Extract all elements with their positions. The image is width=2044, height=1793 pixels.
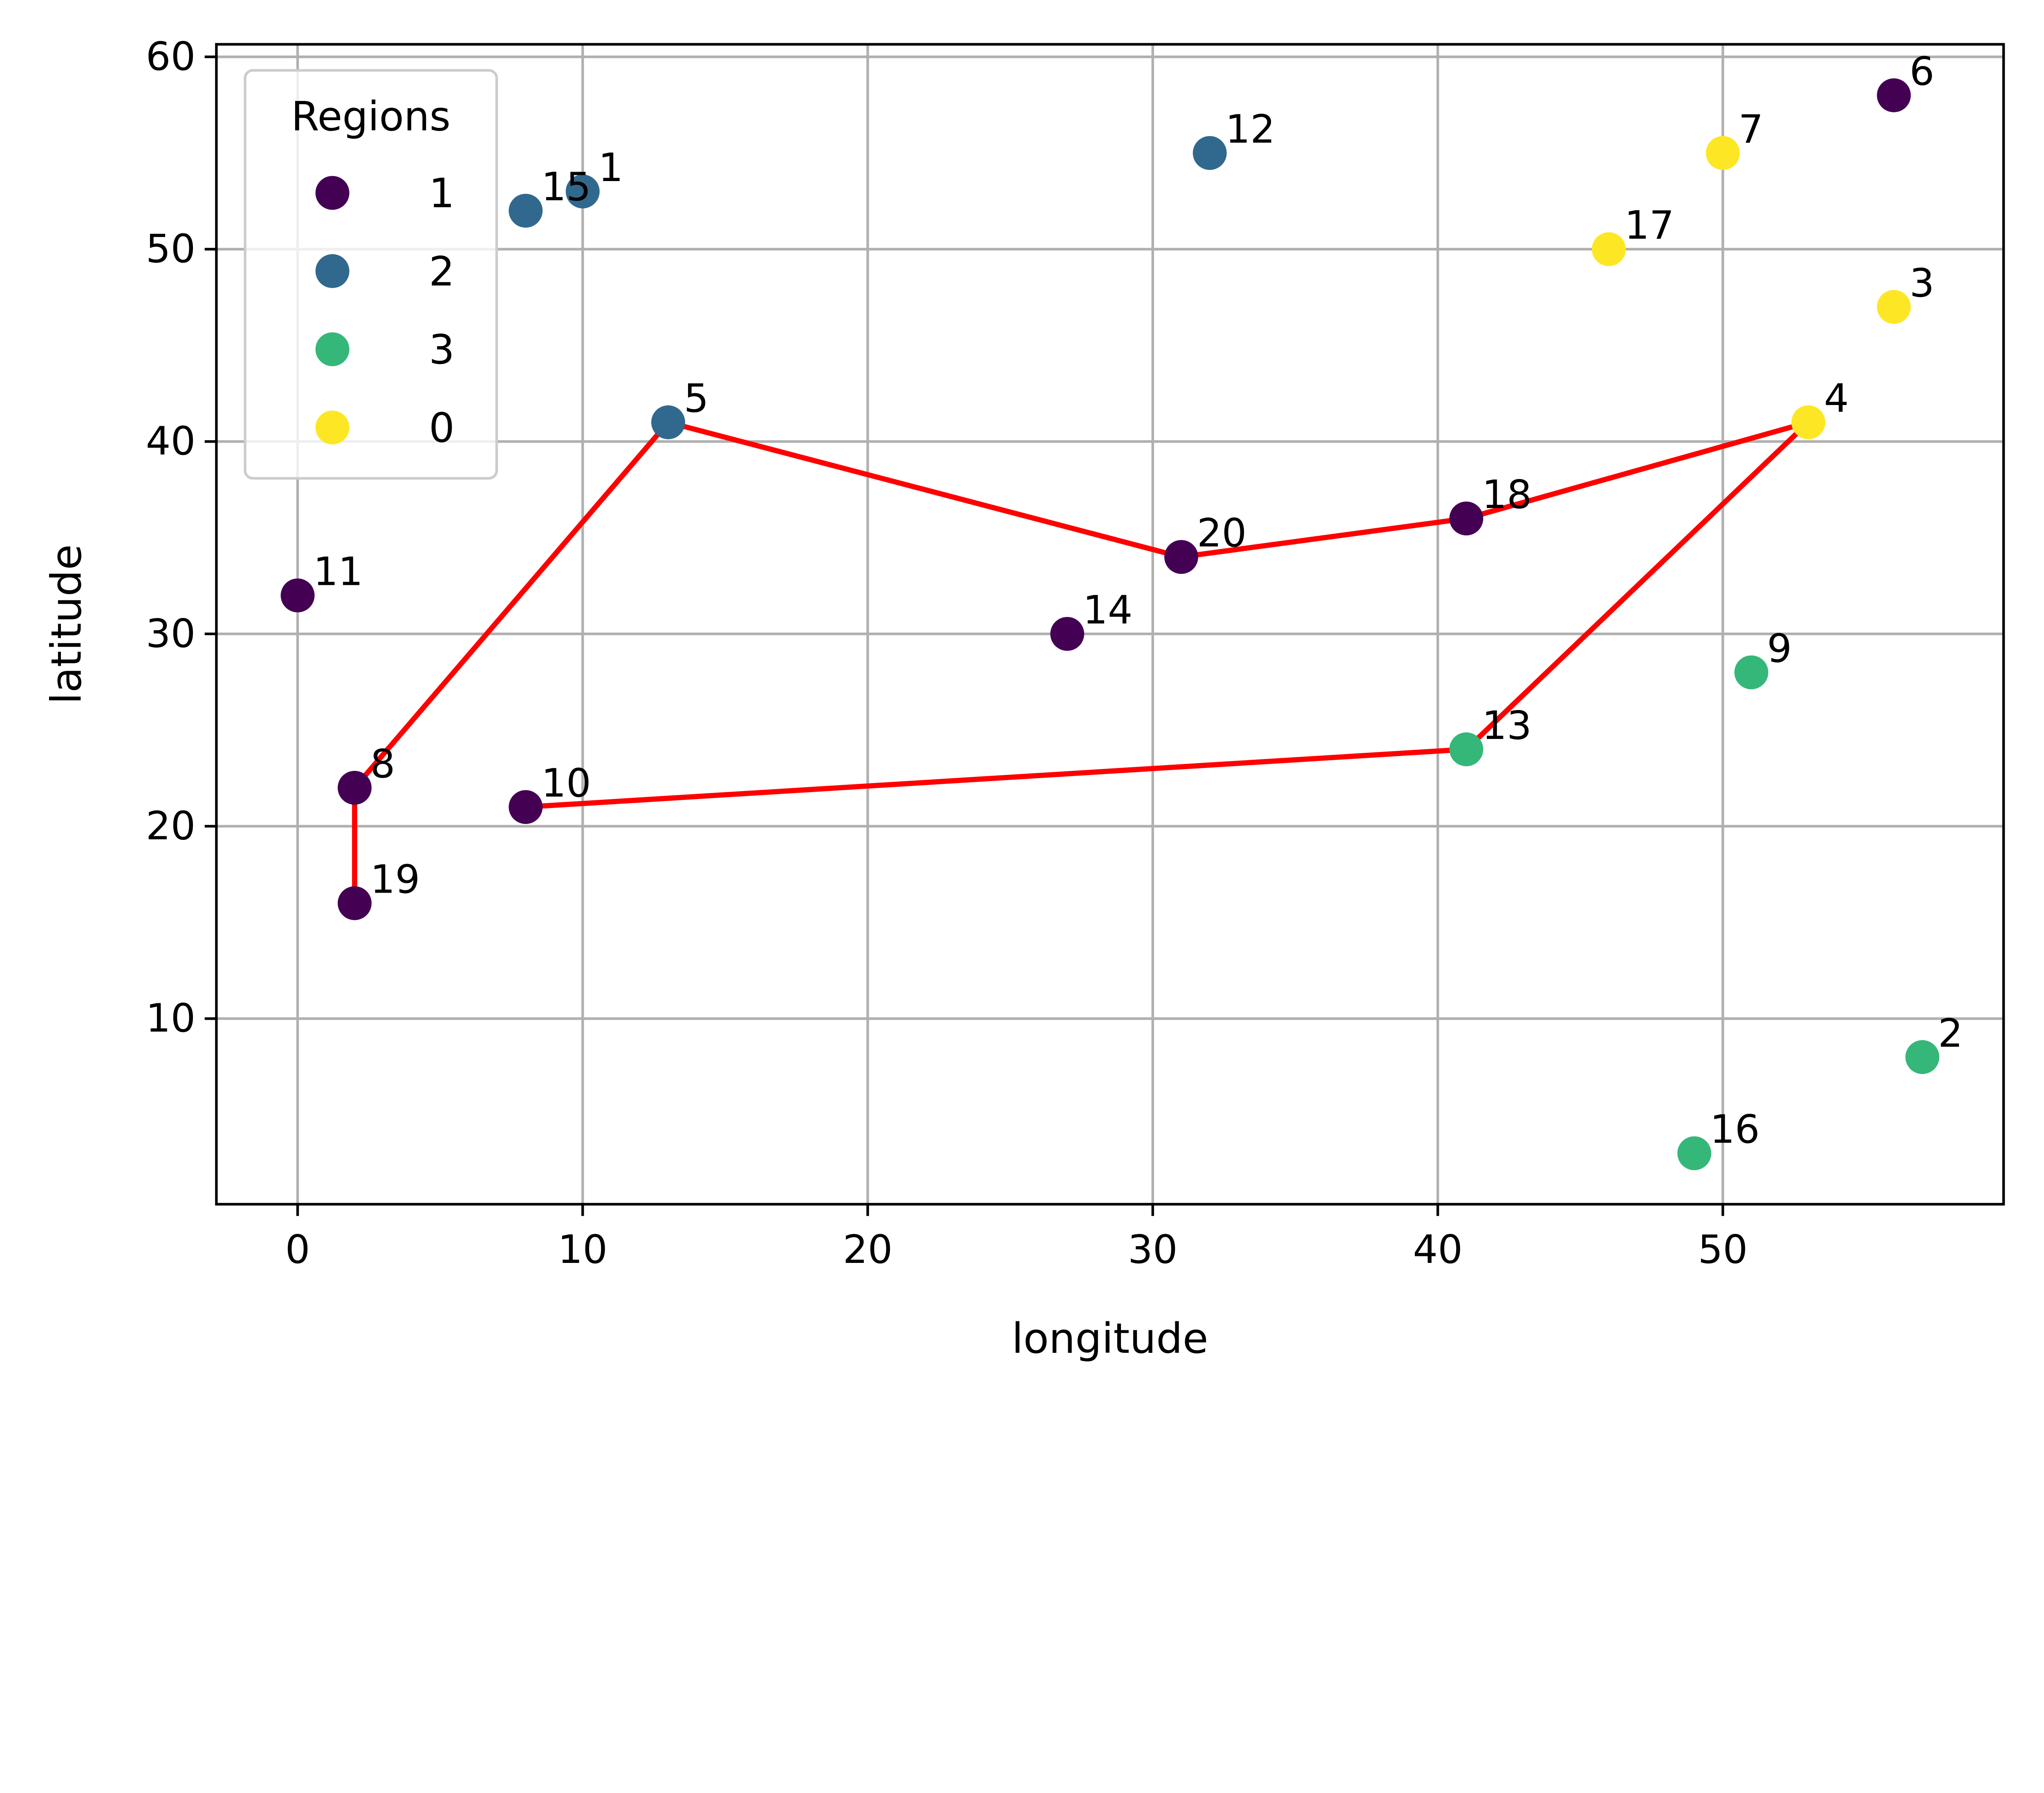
legend-entries: 1 2 3 0 xyxy=(315,170,455,452)
y-tick-label: 60 xyxy=(146,34,196,79)
legend-marker-2 xyxy=(315,254,350,288)
legend-label-0: 0 xyxy=(429,405,455,452)
data-point-8 xyxy=(338,771,372,805)
point-label-20: 20 xyxy=(1197,510,1247,556)
route-line xyxy=(352,419,1810,903)
data-point-13 xyxy=(1449,732,1484,766)
chart-stage: 1 2 3 4 5 6 7 8 9 10 11 12 13 14 15 16 17 18 19 20 0 10 20 30 4… xyxy=(42,33,2005,1363)
legend-title: Regions xyxy=(291,93,450,140)
x-tick-label: 50 xyxy=(1698,1227,1748,1272)
x-tick-label: 40 xyxy=(1413,1227,1463,1272)
point-label-17: 17 xyxy=(1625,202,1674,248)
grid-lines xyxy=(216,44,2004,1204)
point-label-2: 2 xyxy=(1938,1010,1963,1056)
point-label-5: 5 xyxy=(684,376,709,421)
x-tick-label: 30 xyxy=(1128,1227,1178,1272)
point-label-3: 3 xyxy=(1910,260,1934,306)
point-label-9: 9 xyxy=(1767,626,1792,672)
y-tick-label: 50 xyxy=(146,226,196,272)
legend-marker-0 xyxy=(315,410,350,445)
data-point-2 xyxy=(1905,1040,1939,1074)
legend-marker-1 xyxy=(315,176,350,210)
x-tick-label: 0 xyxy=(285,1227,310,1272)
data-point-1 xyxy=(565,175,600,208)
point-label-1: 1 xyxy=(598,145,623,190)
y-tick-label: 40 xyxy=(146,418,196,464)
point-label-6: 6 xyxy=(1910,49,1934,94)
y-tick-label: 20 xyxy=(146,803,196,848)
data-point-16 xyxy=(1677,1136,1712,1171)
data-point-17 xyxy=(1591,232,1626,266)
point-label-19: 19 xyxy=(370,856,420,902)
legend-box xyxy=(244,69,498,480)
point-label-13: 13 xyxy=(1482,703,1532,748)
x-tick-label: 20 xyxy=(843,1227,893,1272)
data-point-19 xyxy=(338,886,372,920)
point-label-18: 18 xyxy=(1482,472,1532,517)
point-label-7: 7 xyxy=(1739,106,1764,152)
data-point-18 xyxy=(1449,501,1484,536)
legend-label-1: 1 xyxy=(429,170,455,217)
data-point-15 xyxy=(509,194,543,228)
data-point-10 xyxy=(509,790,543,824)
x-tick-label: 10 xyxy=(558,1227,607,1272)
data-point-11 xyxy=(280,578,315,613)
data-points xyxy=(280,78,1939,1171)
point-label-10: 10 xyxy=(541,760,591,806)
legend: Regions 1 2 3 0 xyxy=(244,69,498,480)
data-point-9 xyxy=(1734,655,1768,689)
data-point-14 xyxy=(1050,617,1085,651)
legend-label-2: 2 xyxy=(429,248,455,295)
legend-label-3: 3 xyxy=(429,327,455,374)
point-label-16: 16 xyxy=(1710,1106,1760,1152)
point-label-12: 12 xyxy=(1226,106,1275,152)
point-label-8: 8 xyxy=(370,741,395,787)
point-label-14: 14 xyxy=(1083,587,1133,633)
data-point-5 xyxy=(651,405,685,439)
route-polyline xyxy=(352,419,1810,903)
point-label-11: 11 xyxy=(313,548,363,594)
y-tick-label: 30 xyxy=(146,611,196,656)
data-point-6 xyxy=(1877,78,1911,112)
data-point-3 xyxy=(1877,290,1911,324)
x-axis-label: longitude xyxy=(1012,1314,1208,1363)
legend-marker-3 xyxy=(315,332,350,367)
data-point-4 xyxy=(1791,405,1825,439)
y-tick-label: 10 xyxy=(146,995,196,1041)
data-point-7 xyxy=(1706,136,1740,170)
point-label-15: 15 xyxy=(541,164,591,210)
y-axis-label: latitude xyxy=(43,544,91,704)
data-point-20 xyxy=(1164,540,1199,574)
data-point-12 xyxy=(1192,136,1227,170)
point-label-4: 4 xyxy=(1824,376,1849,421)
plot-frame xyxy=(215,43,2005,1206)
